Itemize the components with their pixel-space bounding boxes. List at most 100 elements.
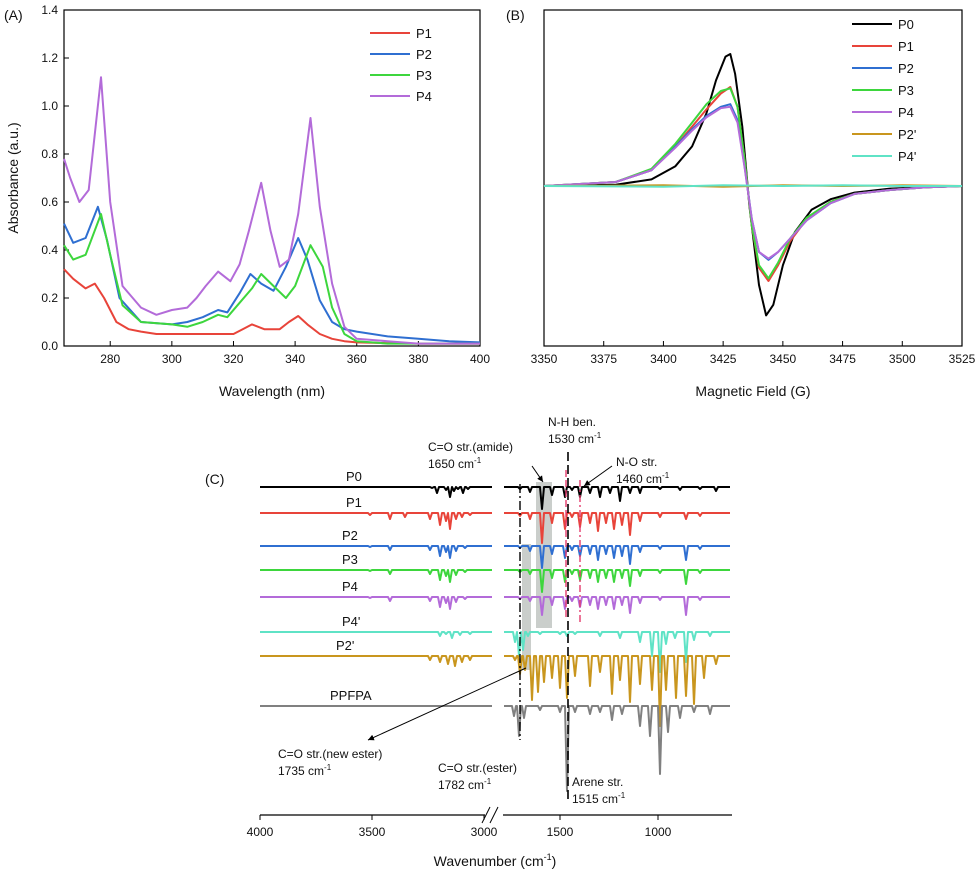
a-xtick-label-4: 360 <box>347 352 367 366</box>
a-xtick-label-5: 380 <box>408 352 428 366</box>
c-series-label-p2-prime: P2' <box>336 638 354 653</box>
a-legend-label-p2: P2 <box>416 47 432 62</box>
b-xtick-label-4: 3450 <box>770 352 797 366</box>
a-ytick-label-1: 0.2 <box>41 291 58 305</box>
axis-break-mark-right <box>489 806 499 824</box>
c-xtick-label-1: 3500 <box>359 825 386 839</box>
c-trace-left-p0 <box>260 486 492 498</box>
c-series-label-p3: P3 <box>342 552 358 567</box>
c-xtick-label-3: 1500 <box>547 825 574 839</box>
panel-b-xlabel: Magnetic Field (G) <box>695 383 810 399</box>
c-xtick-label-0: 4000 <box>247 825 274 839</box>
a-ytick-label-3: 0.6 <box>41 195 58 209</box>
b-legend-label-p0: P0 <box>898 17 914 32</box>
a-ytick-label-2: 0.4 <box>41 243 58 257</box>
new-ester-band-highlight <box>522 544 531 670</box>
arene-annotation-line2: 1515 cm-1 <box>572 791 626 806</box>
a-xtick-label-2: 320 <box>223 352 243 366</box>
panel-c-ticks: 4000 3500 3000 1500 1000 <box>247 815 672 839</box>
b-legend-label-p4: P4 <box>898 105 914 120</box>
ester-annotation-line1: C=O str.(ester) <box>438 761 517 775</box>
a-ytick-label-4: 0.8 <box>41 147 58 161</box>
new-ester-annotation-line1: C=O str.(new ester) <box>278 747 382 761</box>
c-trace-right-ppfpa <box>504 705 730 792</box>
panel-b-label: (B) <box>506 7 525 23</box>
a-ytick-label-6: 1.2 <box>41 51 58 65</box>
c-trace-right-p1 <box>504 512 730 544</box>
b-xtick-label-0: 3350 <box>531 352 558 366</box>
panel-a-legend: P1 P2 P3 P4 <box>370 26 432 104</box>
panel-a: (A) 280 300 320 340 360 380 400 0.0 0.2 0.4 0.6 0.8… <box>4 3 490 399</box>
new-ester-arrow <box>367 667 527 741</box>
a-xtick-label-6: 400 <box>470 352 490 366</box>
no-annotation-line2: 1460 cm-1 <box>616 471 670 486</box>
panel-b-legend: P0 P1 P2 P3 P4 P2' P4' <box>852 17 916 164</box>
nh-annotation-line2: 1530 cm-1 <box>548 431 602 446</box>
c-trace-left-p2 <box>260 545 492 559</box>
c-series-label-p4-prime: P4' <box>342 614 360 629</box>
panel-c-series-labels: P0 P1 P2 P3 P4 P4' P2' PPFPA <box>330 469 372 703</box>
c-trace-right-p2-prime <box>504 655 730 727</box>
panel-a-ylabel: Absorbance (a.u.) <box>5 122 21 233</box>
c-xtick-label-4: 1000 <box>645 825 672 839</box>
c-trace-left-p1 <box>260 512 492 530</box>
amide-annotation-line1: C=O str.(amide) <box>428 440 513 454</box>
c-series-label-p0: P0 <box>346 469 362 484</box>
panel-c-label: (C) <box>205 471 224 487</box>
panel-a-label: (A) <box>4 7 23 23</box>
ester-annotation-line2: 1782 cm-1 <box>438 777 492 792</box>
amide-annotation-line2: 1650 cm-1 <box>428 456 482 471</box>
a-xtick-label-3: 340 <box>285 352 305 366</box>
a-trace-p2 <box>63 205 481 344</box>
a-legend-label-p4: P4 <box>416 89 432 104</box>
panel-a-traces <box>63 76 481 345</box>
panel-a-xlabel: Wavelength (nm) <box>219 383 325 399</box>
panel-c: (C) 4000 3500 3000 1500 1000 P0 P1 P2 P3 P4 P4' P2… <box>205 415 732 869</box>
a-legend-label-p3: P3 <box>416 68 432 83</box>
c-trace-left-p3 <box>260 569 492 583</box>
c-xtick-label-2: 3000 <box>471 825 498 839</box>
nh-annotation-line1: N-H ben. <box>548 415 596 429</box>
panel-c-xlabel: Wavenumber (cm-1) <box>434 852 557 869</box>
b-trace-p4-prime <box>543 184 962 188</box>
b-xtick-label-2: 3400 <box>650 352 677 366</box>
arene-annotation-line1: Arene str. <box>572 775 623 789</box>
panel-b-ticks: 3350 3375 3400 3425 3450 3475 3500 3525 <box>531 341 976 366</box>
axis-break-mark-left <box>481 806 491 824</box>
b-legend-label-p2-prime: P2' <box>898 127 916 142</box>
a-xtick-label-0: 280 <box>100 352 120 366</box>
new-ester-annotation-line2: 1735 cm-1 <box>278 763 332 778</box>
a-ytick-label-7: 1.4 <box>41 3 58 17</box>
c-series-label-ppfpa: PPFPA <box>330 688 372 703</box>
c-series-label-p1: P1 <box>346 495 362 510</box>
a-trace-p1 <box>63 268 480 345</box>
b-legend-label-p2: P2 <box>898 61 914 76</box>
amide-arrow <box>531 465 544 483</box>
a-xtick-label-1: 300 <box>162 352 182 366</box>
a-ytick-label-5: 1.0 <box>41 99 58 113</box>
b-xtick-label-5: 3475 <box>829 352 856 366</box>
b-xtick-label-7: 3525 <box>949 352 976 366</box>
c-trace-right-p4-prime <box>504 631 730 673</box>
c-trace-left-p4-prime <box>260 631 492 639</box>
a-legend-label-p1: P1 <box>416 26 432 41</box>
b-xtick-label-6: 3500 <box>889 352 916 366</box>
c-trace-right-p2 <box>504 545 730 569</box>
c-trace-right-p0 <box>504 486 730 510</box>
panel-b-frame <box>543 9 963 347</box>
no-arrow <box>583 465 613 487</box>
a-trace-p4 <box>63 76 480 345</box>
b-legend-label-p1: P1 <box>898 39 914 54</box>
b-xtick-label-1: 3375 <box>590 352 617 366</box>
b-legend-label-p4-prime: P4' <box>898 149 916 164</box>
panel-c-traces <box>260 486 730 792</box>
b-legend-label-p3: P3 <box>898 83 914 98</box>
c-series-label-p2: P2 <box>342 528 358 543</box>
b-trace-p4 <box>543 105 963 260</box>
c-trace-right-p3 <box>504 569 730 593</box>
panel-a-frame <box>63 9 481 347</box>
panel-a-ticks: 280 300 320 340 360 380 400 0.0 0.2 0.4 0.6 0.8 1.0 1… <box>41 3 490 366</box>
b-xtick-label-3: 3425 <box>710 352 737 366</box>
a-trace-p3 <box>63 213 480 345</box>
panel-b-traces <box>543 53 963 317</box>
